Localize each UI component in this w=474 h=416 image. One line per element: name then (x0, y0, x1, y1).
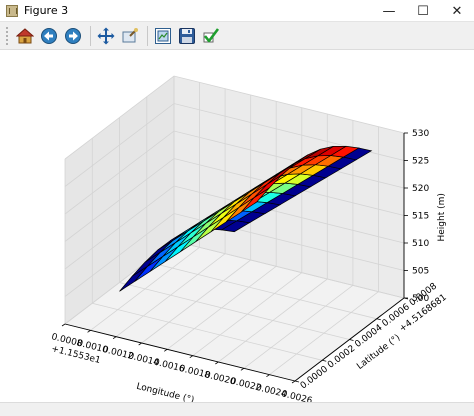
back-arrow-icon (41, 27, 57, 44)
x-tick-mark (240, 368, 245, 371)
subplots-icon (155, 27, 171, 44)
z-gridline (64, 158, 405, 242)
window-controls: — ☐ ✕ (372, 0, 474, 22)
z-gridline (64, 75, 405, 160)
configure-subplots-button[interactable] (152, 25, 174, 47)
edit-parameters-button[interactable] (200, 25, 222, 47)
save-icon (179, 27, 195, 44)
forward-button[interactable] (62, 25, 84, 47)
home-button[interactable] (14, 25, 36, 47)
home-icon (16, 27, 34, 43)
toolbar-grip[interactable] (6, 26, 11, 45)
x-axis-line (64, 323, 296, 382)
z-tick-label: 500 (412, 294, 429, 304)
z-gridline (64, 103, 405, 187)
z-tick-label: 505 (412, 267, 429, 277)
pan-button[interactable] (95, 25, 117, 47)
app-icon (6, 4, 18, 17)
toolbar-separator (90, 25, 91, 46)
y-tick-mark (376, 318, 381, 321)
x-tick-mark (215, 361, 219, 365)
x-tick-mark (61, 323, 66, 327)
z-tick-label: 515 (412, 212, 429, 222)
back-button[interactable] (38, 25, 60, 47)
y-tick-mark (349, 339, 354, 341)
surface-plot-3d[interactable]: 0.00080.00100.00120.00140.00160.00180.00… (0, 50, 474, 407)
x-tick-mark (87, 330, 91, 333)
z-tick-label: 525 (412, 157, 429, 167)
x-tick-mark (164, 349, 168, 352)
surface-facet (241, 187, 270, 213)
z-tick-label: 520 (412, 184, 429, 194)
zoom-icon (122, 27, 138, 42)
close-button[interactable]: ✕ (451, 3, 463, 19)
x-tick-mark (112, 336, 117, 339)
z-tick-label: 530 (412, 129, 429, 139)
minimize-button[interactable]: — (382, 3, 396, 19)
z-gridline (64, 185, 405, 270)
pan-icon (97, 27, 115, 44)
save-button[interactable] (176, 25, 198, 47)
figure-canvas[interactable]: 0.0008 0.0010 0.0012 0.0014 0.0016 0.0018 0.00… (0, 50, 474, 407)
z-tick-label: 510 (412, 239, 429, 249)
x-tick-mark (189, 355, 193, 358)
x-tick-mark (138, 342, 142, 346)
x-tick-mark (266, 374, 270, 377)
status-bar (0, 402, 474, 416)
forward-arrow-icon (65, 27, 81, 44)
x-tick-label: 0.0026 (280, 389, 313, 402)
z-gridline (64, 213, 405, 297)
navigation-toolbar (0, 22, 474, 50)
checkmark-icon (203, 27, 220, 42)
title-bar: Figure 3 — ☐ ✕ (0, 0, 474, 22)
x-axis-label: Longitude (°) (135, 382, 195, 402)
y-tick-mark (322, 359, 327, 362)
window-title: Figure 3 (24, 4, 69, 17)
x-tick-mark (291, 380, 296, 384)
z-axis-label: Height (m) (437, 193, 447, 241)
y-tick-mark (294, 380, 300, 383)
maximize-button[interactable]: ☐ (417, 3, 429, 19)
toolbar-separator (147, 25, 148, 46)
zoom-button[interactable] (119, 25, 141, 47)
